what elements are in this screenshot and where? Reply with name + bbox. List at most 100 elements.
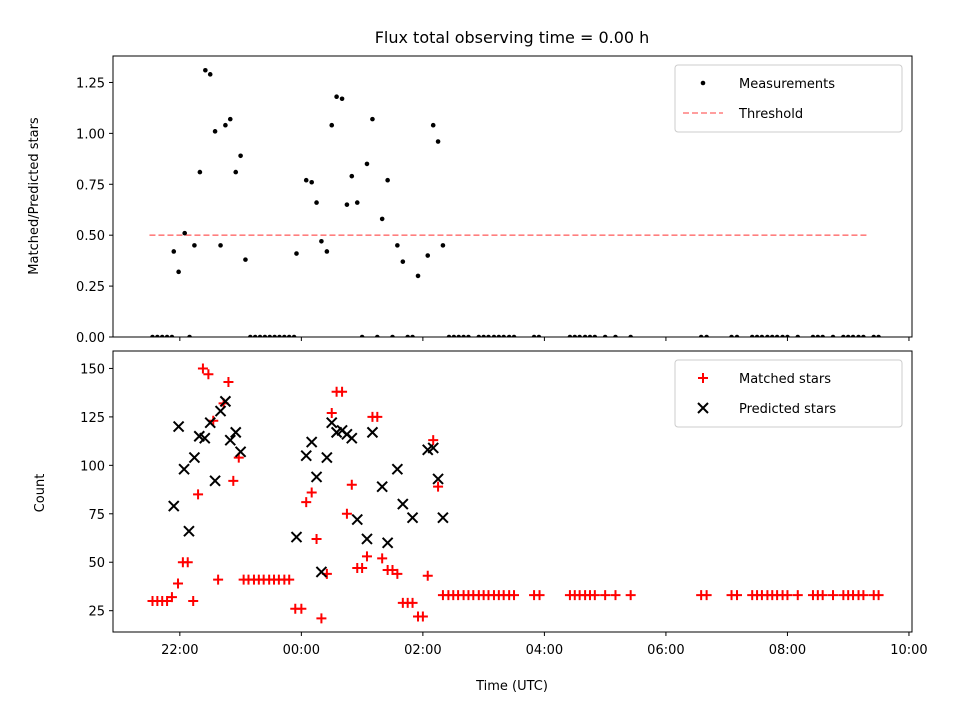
measurement-point bbox=[856, 334, 861, 337]
matched-star-point bbox=[193, 489, 204, 500]
matched-star-point bbox=[203, 369, 214, 380]
measurement-point bbox=[451, 334, 457, 337]
measurement-point bbox=[785, 334, 790, 337]
y-tick-label: 0.25 bbox=[76, 280, 105, 295]
measurement-point bbox=[531, 334, 537, 337]
y-tick-label: 25 bbox=[88, 605, 105, 620]
measurement-point bbox=[252, 334, 258, 337]
matched-star-point bbox=[296, 603, 307, 614]
predicted-star-point bbox=[326, 416, 338, 429]
matched-star-point bbox=[284, 574, 295, 585]
measurement-point bbox=[375, 334, 380, 337]
measurement-point bbox=[182, 230, 187, 236]
measurement-point bbox=[314, 200, 319, 205]
matched-star-point bbox=[361, 551, 372, 562]
matched-star-point bbox=[625, 590, 636, 601]
measurement-point bbox=[218, 243, 223, 248]
measurement-point bbox=[233, 169, 239, 175]
predicted-star-point bbox=[381, 537, 394, 549]
measurement-point bbox=[780, 334, 785, 337]
measurement-point bbox=[282, 334, 287, 337]
predicted-star-point bbox=[406, 511, 419, 524]
predicted-star-point bbox=[224, 434, 236, 446]
predicted-star-point bbox=[234, 446, 247, 458]
measurement-point bbox=[572, 334, 578, 337]
measurement-point bbox=[286, 334, 292, 337]
measurement-point bbox=[370, 116, 375, 122]
measurement-point bbox=[359, 334, 365, 337]
measurement-point bbox=[212, 129, 218, 134]
measurement-point bbox=[354, 200, 360, 205]
measurement-point bbox=[435, 139, 441, 144]
measurement-point bbox=[440, 243, 446, 248]
predicted-star-point bbox=[168, 500, 180, 512]
measurement-point bbox=[461, 334, 466, 337]
measurement-point bbox=[476, 334, 482, 337]
predicted-star-point bbox=[391, 463, 404, 475]
y-tick-label: 1.00 bbox=[76, 127, 105, 142]
matched-star-point bbox=[346, 479, 357, 490]
matched-star-point bbox=[326, 408, 337, 419]
legend-plus-marker bbox=[698, 373, 708, 383]
predicted-star-point bbox=[305, 436, 318, 448]
measurement-point bbox=[491, 334, 497, 337]
measurement-point bbox=[577, 334, 582, 337]
measurement-point bbox=[506, 334, 512, 337]
predicted-star-point bbox=[290, 531, 303, 543]
predicted-star-point bbox=[230, 426, 242, 439]
predicted-star-point bbox=[432, 473, 444, 485]
measurement-point bbox=[850, 334, 856, 337]
y-tick-label: 125 bbox=[80, 411, 105, 426]
predicted-star-point bbox=[178, 463, 190, 475]
measurement-point bbox=[294, 251, 299, 256]
measurement-point bbox=[159, 334, 165, 337]
bottom-y-axis-label: Count bbox=[33, 474, 48, 513]
x-tick-label: 04:00 bbox=[526, 643, 563, 658]
matched-star-point bbox=[828, 590, 839, 601]
measurement-point bbox=[602, 334, 608, 337]
measurement-point bbox=[704, 334, 709, 337]
bottom-plot-area: 25 50 75 100 125 150 22:00 00:00 02:00 04:00 06:00… bbox=[80, 350, 928, 658]
measurement-point bbox=[425, 253, 431, 258]
axes-frame bbox=[112, 350, 913, 633]
matched-star-point bbox=[610, 590, 621, 601]
top-plot-area: 0.00 0.25 0.50 0.75 1.00 1.25 Measurements Thre… bbox=[76, 55, 913, 346]
measurement-point bbox=[729, 334, 734, 337]
chart-title: Flux total observing time = 0.00 h bbox=[375, 28, 650, 47]
predicted-star-point bbox=[315, 566, 328, 578]
measurement-point bbox=[795, 334, 801, 337]
legend-label: Threshold bbox=[738, 107, 803, 122]
measurement-point bbox=[197, 169, 203, 175]
matched-star-point bbox=[509, 590, 520, 601]
predicted-star-point bbox=[361, 533, 373, 545]
x-tick-label: 10:00 bbox=[890, 643, 927, 658]
predicted-star-point bbox=[172, 420, 185, 433]
measurement-point bbox=[415, 273, 421, 279]
measurement-point bbox=[774, 334, 780, 337]
measurement-point bbox=[582, 334, 588, 337]
measurement-point bbox=[207, 72, 213, 77]
predicted-star-point bbox=[199, 432, 211, 444]
measurement-point bbox=[192, 243, 197, 248]
measurement-point bbox=[277, 334, 282, 337]
measurement-point bbox=[248, 334, 253, 337]
predicted-star-point bbox=[219, 395, 232, 408]
measurement-point bbox=[876, 334, 881, 337]
matched-star-point bbox=[589, 590, 600, 601]
legend-label: Measurements bbox=[739, 77, 835, 92]
measurement-point bbox=[749, 334, 755, 337]
measurement-point bbox=[501, 334, 506, 337]
matched-star-point bbox=[407, 597, 418, 608]
y-tick-label: 50 bbox=[88, 556, 105, 571]
predicted-star-point bbox=[376, 480, 388, 493]
measurement-point bbox=[769, 334, 775, 337]
measurement-point bbox=[486, 334, 491, 337]
measurement-point bbox=[496, 334, 502, 337]
legend-dot-marker bbox=[700, 80, 706, 86]
measurement-point bbox=[861, 334, 866, 337]
measurement-point bbox=[871, 334, 877, 337]
matched-star-point bbox=[433, 481, 444, 492]
matched-star-point bbox=[534, 590, 545, 601]
y-tick-label: 150 bbox=[80, 362, 105, 377]
measurement-point bbox=[820, 334, 825, 337]
